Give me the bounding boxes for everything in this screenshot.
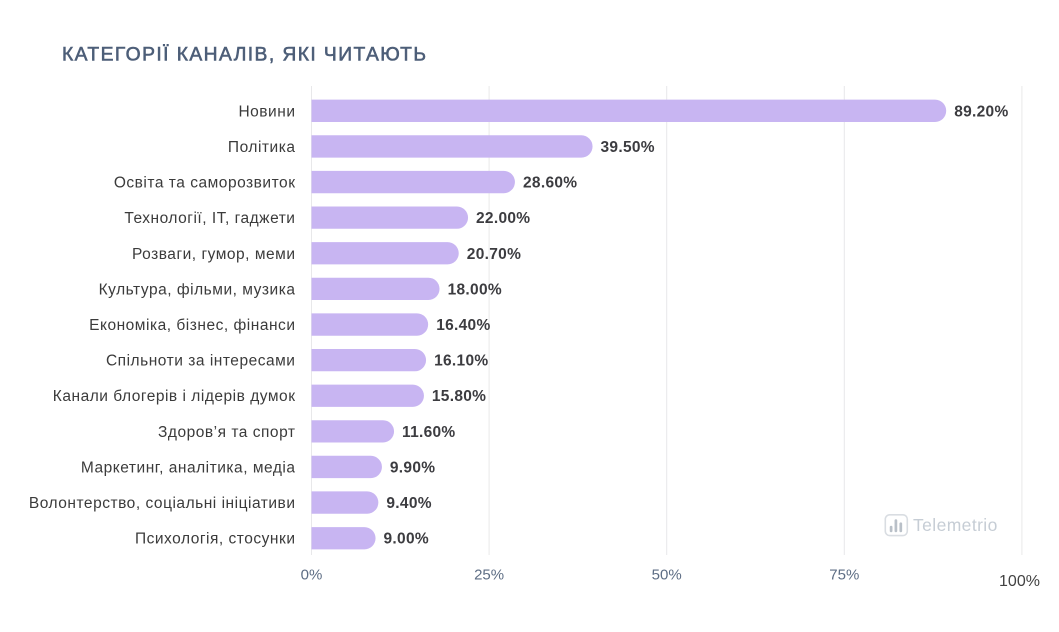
svg-text:25%: 25% <box>474 567 504 584</box>
svg-text:50%: 50% <box>652 567 682 584</box>
svg-text:22.00%: 22.00% <box>476 210 530 227</box>
svg-text:Волонтерство, соціальні ініціа: Волонтерство, соціальні ініціативи <box>29 495 296 512</box>
svg-text:11.60%: 11.60% <box>402 424 456 441</box>
svg-text:75%: 75% <box>829 567 859 584</box>
svg-text:28.60%: 28.60% <box>523 175 577 192</box>
svg-text:Маркетинг, аналітика, медіа: Маркетинг, аналітика, медіа <box>81 460 296 477</box>
svg-text:16.10%: 16.10% <box>434 353 488 370</box>
svg-text:Психологія, стосунки: Психологія, стосунки <box>135 531 296 548</box>
svg-text:9.90%: 9.90% <box>390 460 435 477</box>
svg-text:Новини: Новини <box>238 103 295 120</box>
svg-text:Канали блогерів і лідерів думо: Канали блогерів і лідерів думок <box>53 388 296 405</box>
svg-text:9.00%: 9.00% <box>384 531 429 548</box>
svg-text:Технології, ІТ, гаджети: Технології, ІТ, гаджети <box>124 210 295 227</box>
svg-text:КАТЕГОРІЇ КАНАЛІВ, ЯКІ ЧИТАЮТЬ: КАТЕГОРІЇ КАНАЛІВ, ЯКІ ЧИТАЮТЬ <box>62 44 427 66</box>
svg-text:Культура, фільми, музика: Культура, фільми, музика <box>99 281 296 298</box>
svg-text:Політика: Політика <box>228 139 296 156</box>
svg-text:89.20%: 89.20% <box>954 103 1008 120</box>
svg-text:Здоров’я та спорт: Здоров’я та спорт <box>158 424 295 441</box>
svg-text:15.80%: 15.80% <box>432 388 486 405</box>
svg-text:100%: 100% <box>999 573 1040 590</box>
svg-text:0%: 0% <box>301 567 323 584</box>
svg-text:Економіка, бізнес, фінанси: Економіка, бізнес, фінанси <box>89 317 295 334</box>
svg-text:16.40%: 16.40% <box>436 317 490 334</box>
svg-text:18.00%: 18.00% <box>448 281 502 298</box>
svg-text:Telemetrio: Telemetrio <box>913 515 998 535</box>
svg-text:Освіта та саморозвиток: Освіта та саморозвиток <box>114 175 296 192</box>
svg-text:20.70%: 20.70% <box>467 246 521 263</box>
svg-text:Спільноти за інтересами: Спільноти за інтересами <box>106 353 296 370</box>
svg-text:39.50%: 39.50% <box>601 139 655 156</box>
svg-text:9.40%: 9.40% <box>386 495 431 512</box>
svg-text:Розваги, гумор, меми: Розваги, гумор, меми <box>132 246 296 263</box>
